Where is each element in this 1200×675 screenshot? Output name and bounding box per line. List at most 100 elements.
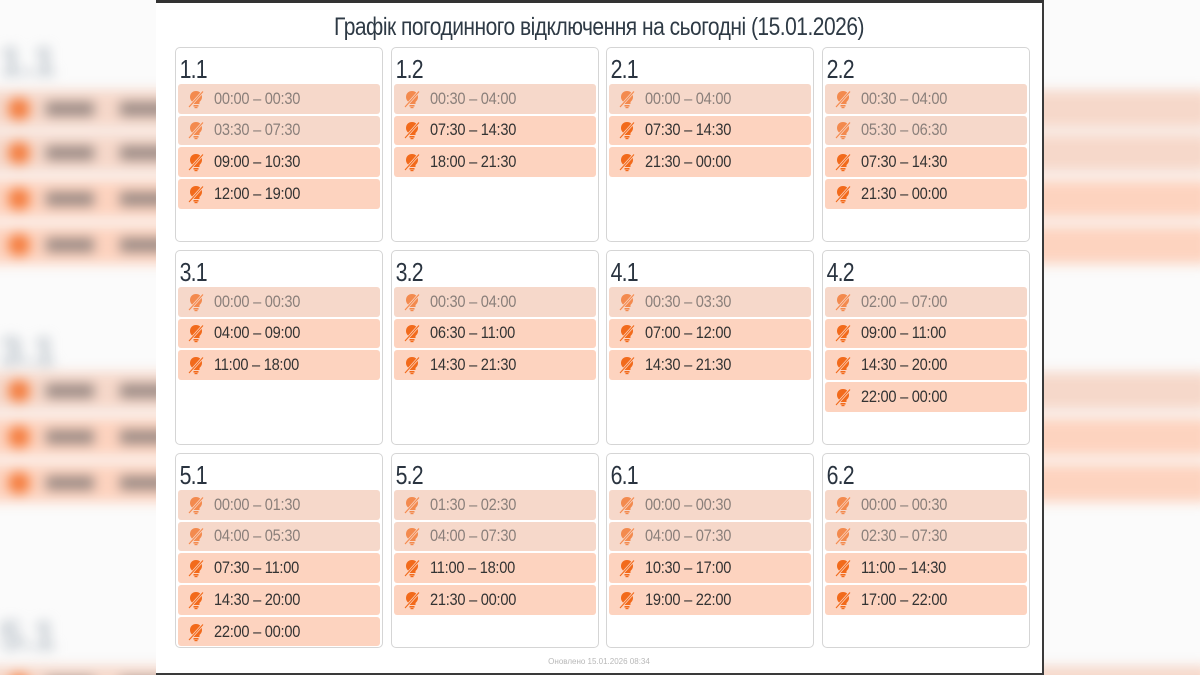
outage-slot: 00:30 – 04:00 — [824, 84, 1027, 114]
no-electricity-lightbulb-icon — [188, 356, 204, 375]
updated-timestamp: Оновлено 15.01.2026 08:34 — [548, 657, 650, 666]
no-electricity-lightbulb-icon — [834, 153, 851, 172]
group-title: 6.2 — [826, 460, 854, 490]
outage-slot: 00:00 – 00:30 — [609, 490, 811, 520]
group-card-5-1: 5.1 00:00 – 01:30 04:00 – 05:30 07:30 – … — [175, 453, 383, 648]
no-electricity-lightbulb-icon — [619, 153, 635, 172]
slot-list: 00:00 – 01:30 04:00 – 05:30 07:30 – 11:0… — [178, 490, 380, 647]
slot-time-range: 22:00 – 00:00 — [214, 621, 301, 641]
no-electricity-lightbulb-icon — [834, 528, 851, 546]
slot-time-range: 21:30 – 00:00 — [860, 183, 947, 203]
slot-list: 00:00 – 04:00 07:30 – 14:30 21:30 – 00:0… — [609, 84, 811, 177]
slot-time-range: 00:00 – 00:30 — [645, 494, 732, 514]
no-electricity-lightbulb-icon — [834, 591, 851, 610]
slot-time-range: 19:00 – 22:00 — [645, 589, 732, 609]
outage-slot: 14:30 – 20:00 — [178, 585, 380, 615]
slot-time-range: 03:30 – 07:30 — [214, 120, 301, 140]
outage-slot: 02:00 – 07:00 — [824, 287, 1027, 317]
slot-list: 00:30 – 04:00 06:30 – 11:00 14:30 – 21:3… — [393, 287, 596, 380]
outage-slot: 04:00 – 09:00 — [178, 318, 380, 349]
page-title: Графік погодинного відключення на сьогод… — [334, 13, 864, 41]
group-title: 6.1 — [610, 460, 639, 490]
no-electricity-lightbulb-icon — [188, 185, 204, 204]
group-title: 2.1 — [610, 54, 639, 84]
group-title: 4.2 — [826, 257, 854, 287]
slot-time-range: 11:00 – 18:00 — [429, 558, 515, 578]
outage-slot: 11:00 – 18:00 — [178, 350, 380, 380]
slot-time-range: 14:30 – 21:30 — [429, 355, 516, 375]
backdrop-group-label: 5.1 — [0, 614, 56, 658]
slot-time-range: 12:00 – 19:00 — [214, 183, 301, 203]
no-electricity-lightbulb-icon — [834, 388, 851, 407]
no-electricity-lightbulb-icon — [403, 153, 420, 172]
outage-slot: 14:30 – 21:30 — [609, 350, 811, 380]
slot-time-range: 05:30 – 06:30 — [860, 120, 947, 140]
no-electricity-lightbulb-icon — [403, 293, 420, 311]
no-electricity-lightbulb-icon — [619, 528, 635, 546]
slot-time-range: 04:00 – 05:30 — [214, 526, 301, 546]
outage-slot: 00:00 – 00:30 — [824, 490, 1027, 520]
outage-slot: 14:30 – 20:00 — [824, 350, 1027, 380]
outage-slot: 19:00 – 22:00 — [609, 585, 811, 615]
outage-slot: 00:00 – 04:00 — [609, 84, 811, 114]
slot-time-range: 04:00 – 09:00 — [214, 323, 301, 343]
outage-slot: 21:30 – 00:00 — [609, 147, 811, 177]
outage-slot: 00:30 – 04:00 — [393, 287, 596, 317]
slot-list: 00:00 – 00:30 04:00 – 07:30 10:30 – 17:0… — [609, 490, 811, 615]
outage-slot: 21:30 – 00:00 — [393, 585, 596, 615]
slot-time-range: 10:30 – 17:00 — [645, 558, 732, 578]
group-title: 5.2 — [395, 460, 423, 490]
outage-slot: 14:30 – 21:30 — [393, 350, 596, 380]
slot-time-range: 18:00 – 21:30 — [429, 152, 516, 172]
outage-slot: 00:00 – 00:30 — [178, 287, 380, 317]
outage-slot: 12:00 – 19:00 — [178, 179, 380, 209]
group-title: 1.1 — [179, 54, 208, 84]
no-electricity-lightbulb-icon — [188, 153, 204, 172]
outage-slot: 18:00 – 21:30 — [393, 147, 596, 177]
slot-list: 02:00 – 07:00 09:00 – 11:00 14:30 – 20:0… — [824, 287, 1027, 412]
slot-time-range: 00:30 – 04:00 — [429, 291, 516, 311]
slot-time-range: 02:30 – 07:30 — [860, 526, 947, 546]
outage-slot: 04:00 – 07:30 — [393, 521, 596, 552]
slot-time-range: 17:00 – 22:00 — [860, 589, 947, 609]
slot-list: 00:00 – 00:30 04:00 – 09:00 11:00 – 18:0… — [178, 287, 380, 380]
slot-time-range: 14:30 – 20:00 — [214, 589, 301, 609]
no-electricity-lightbulb-icon — [834, 559, 851, 578]
group-title: 5.1 — [179, 460, 208, 490]
slot-time-range: 04:00 – 07:30 — [429, 526, 516, 546]
group-title: 1.2 — [395, 54, 423, 84]
group-card-1-2: 1.2 00:30 – 04:00 07:30 – 14:30 18:00 – … — [390, 47, 599, 242]
slot-list: 00:30 – 04:00 07:30 – 14:30 18:00 – 21:3… — [393, 84, 596, 177]
group-card-6-2: 6.2 00:00 – 00:30 02:30 – 07:30 11:00 – … — [821, 453, 1030, 648]
group-card-5-2: 5.2 01:30 – 02:30 04:00 – 07:30 11:00 – … — [390, 453, 599, 648]
slot-time-range: 21:30 – 00:00 — [645, 152, 732, 172]
outage-slot: 00:30 – 03:30 — [609, 287, 811, 317]
no-electricity-lightbulb-icon — [834, 293, 851, 311]
no-electricity-lightbulb-icon — [403, 356, 420, 375]
no-electricity-lightbulb-icon — [619, 591, 635, 610]
outage-slot: 04:00 – 05:30 — [178, 521, 380, 552]
group-card-4-1: 4.1 00:30 – 03:30 07:00 – 12:00 14:30 – … — [606, 250, 814, 445]
no-electricity-lightbulb-icon — [834, 325, 851, 343]
slot-time-range: 02:00 – 07:00 — [860, 291, 947, 311]
outage-slot: 01:30 – 02:30 — [393, 490, 596, 520]
outage-slot: 02:30 – 07:30 — [824, 521, 1027, 552]
no-electricity-lightbulb-icon — [188, 623, 204, 641]
outage-slot: 10:30 – 17:00 — [609, 553, 811, 583]
backdrop-group-label: 1.1 — [0, 40, 56, 84]
no-electricity-lightbulb-icon — [619, 122, 635, 140]
outage-slot: 21:30 – 00:00 — [824, 179, 1027, 209]
slot-time-range: 21:30 – 00:00 — [429, 589, 516, 609]
group-card-4-2: 4.2 02:00 – 07:00 09:00 – 11:00 14:30 – … — [821, 250, 1030, 445]
no-electricity-lightbulb-icon — [403, 528, 420, 546]
outage-slot: 00:00 – 00:30 — [178, 84, 380, 114]
slot-time-range: 00:00 – 01:30 — [214, 494, 301, 514]
no-electricity-lightbulb-icon — [188, 528, 204, 546]
no-electricity-lightbulb-icon — [619, 90, 635, 108]
slot-time-range: 07:30 – 14:30 — [645, 120, 732, 140]
slot-time-range: 06:30 – 11:00 — [429, 323, 515, 343]
no-electricity-lightbulb-icon — [403, 90, 420, 108]
slot-list: 00:30 – 03:30 07:00 – 12:00 14:30 – 21:3… — [609, 287, 811, 380]
group-title: 3.1 — [179, 257, 208, 287]
group-title: 2.2 — [826, 54, 854, 84]
